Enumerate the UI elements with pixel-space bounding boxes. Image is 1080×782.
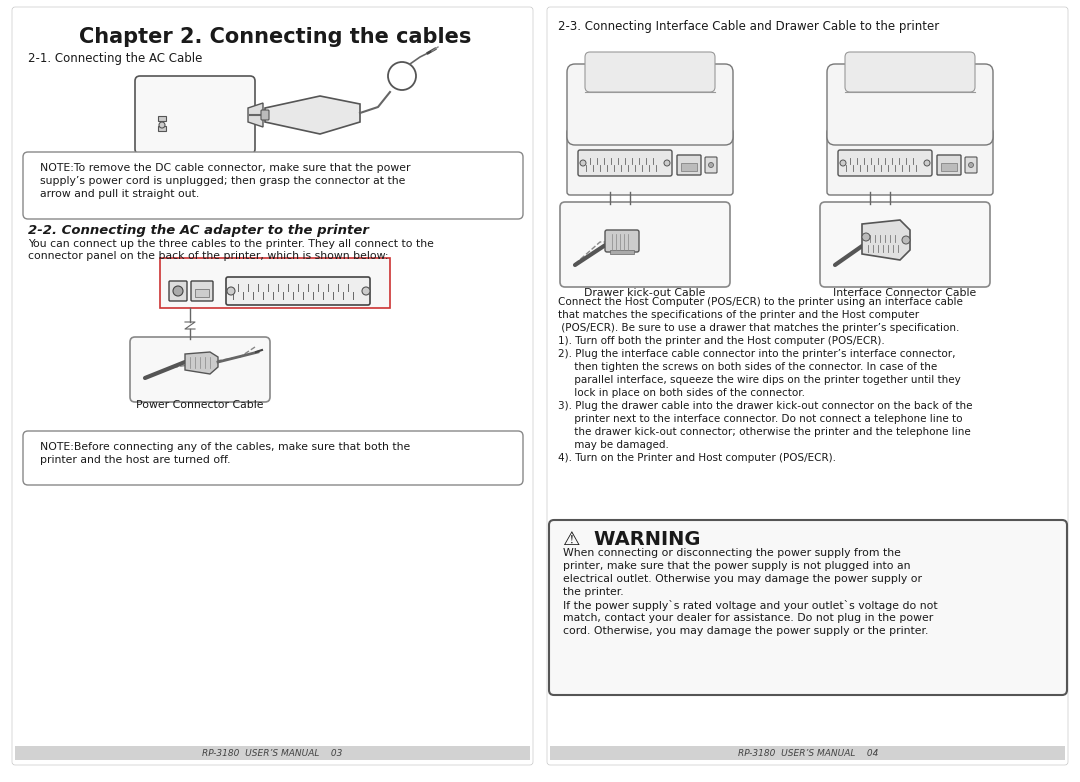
FancyBboxPatch shape bbox=[845, 52, 975, 92]
Text: lock in place on both sides of the connector.: lock in place on both sides of the conne… bbox=[558, 388, 805, 398]
Text: may be damaged.: may be damaged. bbox=[558, 440, 669, 450]
Text: printer and the host are turned off.: printer and the host are turned off. bbox=[40, 455, 230, 465]
Circle shape bbox=[580, 160, 586, 166]
Circle shape bbox=[969, 163, 973, 167]
FancyBboxPatch shape bbox=[827, 64, 993, 145]
Text: ⚠  WARNING: ⚠ WARNING bbox=[563, 530, 701, 549]
FancyBboxPatch shape bbox=[226, 277, 370, 305]
FancyBboxPatch shape bbox=[546, 7, 1068, 765]
FancyBboxPatch shape bbox=[820, 202, 990, 287]
Text: 2). Plug the interface cable connector into the printer’s interface connector,: 2). Plug the interface cable connector i… bbox=[558, 349, 956, 359]
Text: Drawer kick-out Cable: Drawer kick-out Cable bbox=[584, 288, 705, 298]
Text: then tighten the screws on both sides of the connector. In case of the: then tighten the screws on both sides of… bbox=[558, 362, 937, 372]
Bar bbox=[158, 126, 166, 131]
FancyBboxPatch shape bbox=[578, 150, 672, 176]
FancyBboxPatch shape bbox=[705, 157, 717, 173]
Polygon shape bbox=[185, 352, 218, 374]
FancyBboxPatch shape bbox=[191, 281, 213, 301]
Circle shape bbox=[708, 163, 714, 167]
FancyBboxPatch shape bbox=[966, 157, 977, 173]
Text: that matches the specifications of the printer and the Host computer: that matches the specifications of the p… bbox=[558, 310, 919, 320]
Text: the drawer kick-out connector; otherwise the printer and the telephone line: the drawer kick-out connector; otherwise… bbox=[558, 427, 971, 437]
Text: printer, make sure that the power supply is not plugged into an: printer, make sure that the power supply… bbox=[563, 561, 910, 571]
Text: NOTE:Before connecting any of the cables, make sure that both the: NOTE:Before connecting any of the cables… bbox=[40, 442, 410, 452]
Bar bbox=[681, 163, 697, 171]
FancyBboxPatch shape bbox=[567, 64, 733, 145]
Bar bbox=[158, 116, 166, 121]
FancyBboxPatch shape bbox=[937, 155, 961, 175]
FancyBboxPatch shape bbox=[677, 155, 701, 175]
Text: arrow and pull it straight out.: arrow and pull it straight out. bbox=[40, 189, 199, 199]
Text: Interface Connector Cable: Interface Connector Cable bbox=[834, 288, 976, 298]
Bar bbox=[195, 289, 210, 297]
Text: 1). Turn off both the printer and the Host computer (POS/ECR).: 1). Turn off both the printer and the Ho… bbox=[558, 336, 885, 346]
Text: NOTE:To remove the DC cable connector, make sure that the power: NOTE:To remove the DC cable connector, m… bbox=[40, 163, 410, 173]
Text: If the power supply`s rated voltage and your outlet`s voltage do not: If the power supply`s rated voltage and … bbox=[563, 600, 937, 611]
FancyBboxPatch shape bbox=[130, 337, 270, 402]
Text: cord. Otherwise, you may damage the power supply or the printer.: cord. Otherwise, you may damage the powe… bbox=[563, 626, 929, 636]
Text: the printer.: the printer. bbox=[563, 587, 623, 597]
Text: parallel interface, squeeze the wire dips on the printer together until they: parallel interface, squeeze the wire dip… bbox=[558, 375, 961, 385]
Polygon shape bbox=[248, 103, 264, 127]
Text: Power Connector Cable: Power Connector Cable bbox=[136, 400, 264, 410]
Bar bbox=[550, 746, 1065, 760]
FancyBboxPatch shape bbox=[23, 152, 523, 219]
FancyBboxPatch shape bbox=[585, 52, 715, 92]
Text: match, contact your dealer for assistance. Do not plug in the power: match, contact your dealer for assistanc… bbox=[563, 613, 933, 623]
FancyBboxPatch shape bbox=[549, 520, 1067, 695]
Circle shape bbox=[664, 160, 670, 166]
Text: connector panel on the back of the printer, which is shown below:: connector panel on the back of the print… bbox=[28, 251, 389, 261]
Text: printer next to the interface connector. Do not connect a telephone line to: printer next to the interface connector.… bbox=[558, 414, 962, 424]
Text: 3). Plug the drawer cable into the drawer kick-out connector on the back of the: 3). Plug the drawer cable into the drawe… bbox=[558, 401, 972, 411]
FancyBboxPatch shape bbox=[605, 230, 639, 252]
Polygon shape bbox=[862, 220, 910, 260]
Text: Chapter 2. Connecting the cables: Chapter 2. Connecting the cables bbox=[79, 27, 471, 47]
Text: 2-2. Connecting the AC adapter to the printer: 2-2. Connecting the AC adapter to the pr… bbox=[28, 224, 369, 237]
FancyBboxPatch shape bbox=[567, 129, 733, 195]
FancyBboxPatch shape bbox=[135, 76, 255, 154]
Bar bbox=[160, 258, 390, 308]
FancyBboxPatch shape bbox=[168, 281, 187, 301]
Circle shape bbox=[159, 122, 165, 128]
Text: 2-3. Connecting Interface Cable and Drawer Cable to the printer: 2-3. Connecting Interface Cable and Draw… bbox=[558, 20, 940, 33]
Text: (POS/ECR). Be sure to use a drawer that matches the printer’s specification.: (POS/ECR). Be sure to use a drawer that … bbox=[558, 323, 959, 333]
FancyBboxPatch shape bbox=[561, 202, 730, 287]
Circle shape bbox=[862, 233, 870, 241]
Text: supply’s power cord is unplugged; then grasp the connector at the: supply’s power cord is unplugged; then g… bbox=[40, 176, 405, 186]
Circle shape bbox=[840, 160, 846, 166]
Text: Connect the Host Computer (POS/ECR) to the printer using an interface cable: Connect the Host Computer (POS/ECR) to t… bbox=[558, 297, 963, 307]
FancyBboxPatch shape bbox=[827, 129, 993, 195]
Circle shape bbox=[902, 236, 910, 244]
FancyBboxPatch shape bbox=[23, 431, 523, 485]
Text: When connecting or disconnecting the power supply from the: When connecting or disconnecting the pow… bbox=[563, 548, 901, 558]
FancyBboxPatch shape bbox=[838, 150, 932, 176]
Circle shape bbox=[924, 160, 930, 166]
Circle shape bbox=[362, 287, 370, 295]
FancyBboxPatch shape bbox=[261, 110, 269, 120]
Polygon shape bbox=[265, 96, 360, 134]
Text: 4). Turn on the Printer and Host computer (POS/ECR).: 4). Turn on the Printer and Host compute… bbox=[558, 453, 836, 463]
Text: You can connect up the three cables to the printer. They all connect to the: You can connect up the three cables to t… bbox=[28, 239, 434, 249]
Circle shape bbox=[173, 286, 183, 296]
Text: electrical outlet. Otherwise you may damage the power supply or: electrical outlet. Otherwise you may dam… bbox=[563, 574, 922, 584]
Text: RP-3180  USER’S MANUAL    04: RP-3180 USER’S MANUAL 04 bbox=[738, 748, 878, 758]
Text: RP-3180  USER’S MANUAL    03: RP-3180 USER’S MANUAL 03 bbox=[202, 748, 342, 758]
FancyBboxPatch shape bbox=[12, 7, 534, 765]
Circle shape bbox=[227, 287, 235, 295]
Text: 2-1. Connecting the AC Cable: 2-1. Connecting the AC Cable bbox=[28, 52, 202, 65]
Bar bbox=[15, 746, 530, 760]
Bar bbox=[610, 250, 634, 254]
Bar bbox=[941, 163, 957, 171]
